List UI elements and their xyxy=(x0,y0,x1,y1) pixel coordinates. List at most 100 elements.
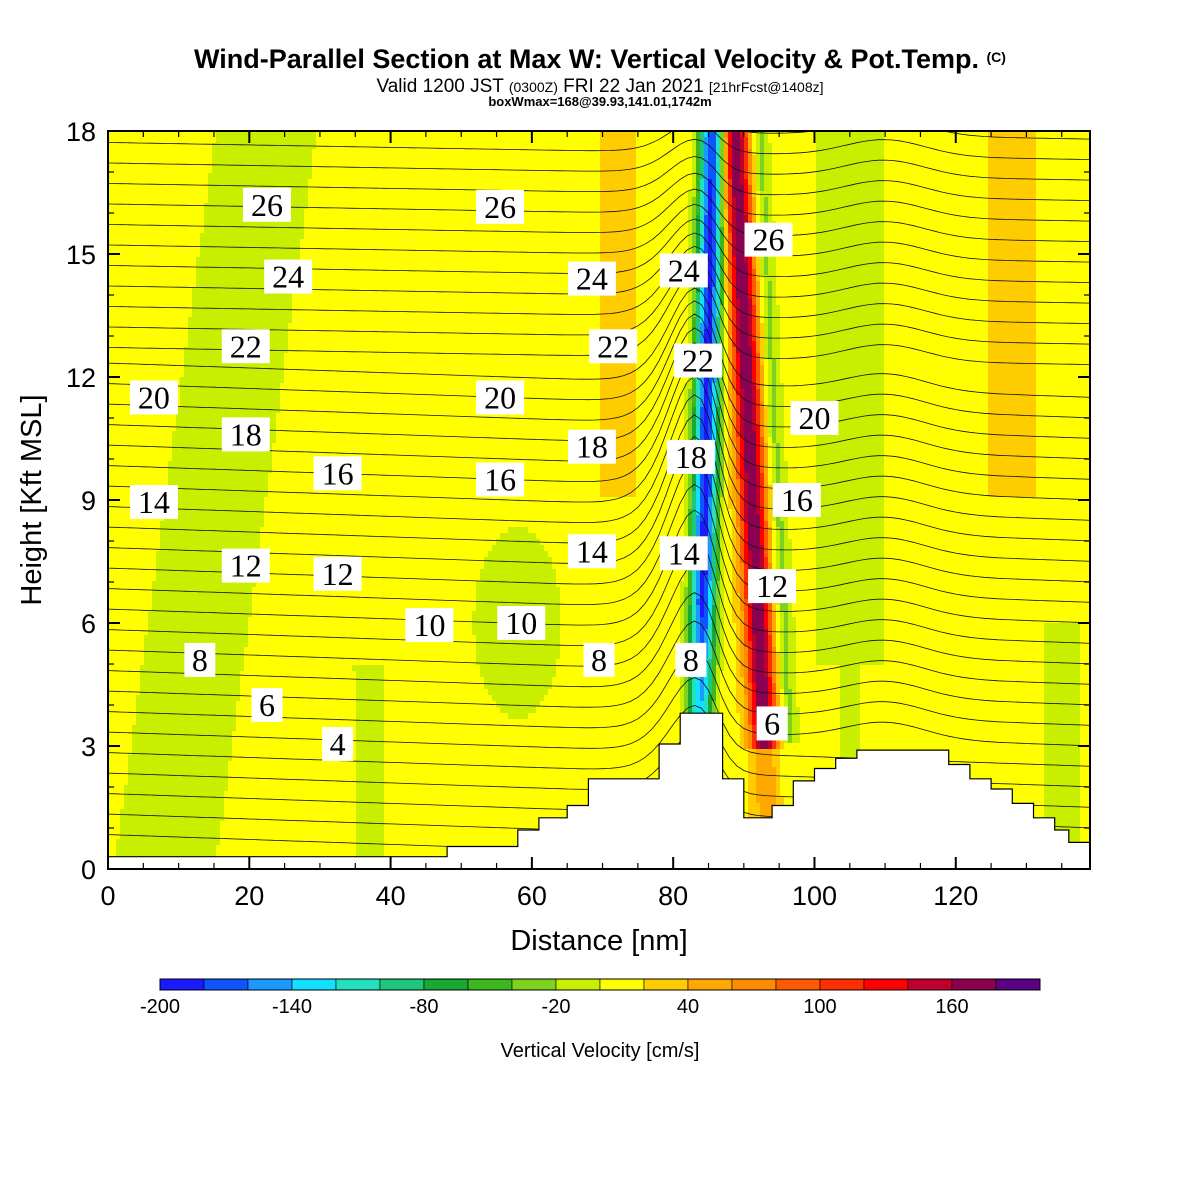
velocity-cell xyxy=(612,209,617,216)
velocity-cell xyxy=(916,209,921,216)
velocity-cell xyxy=(180,215,185,222)
velocity-cell xyxy=(932,203,937,210)
velocity-cell xyxy=(1056,221,1061,228)
velocity-cell xyxy=(1032,197,1037,204)
velocity-cell xyxy=(952,137,957,144)
velocity-cell xyxy=(580,197,585,204)
velocity-cell xyxy=(672,203,677,210)
velocity-cell xyxy=(832,227,837,234)
velocity-cell xyxy=(232,155,237,162)
velocity-cell xyxy=(980,245,985,252)
velocity-cell xyxy=(136,203,141,210)
velocity-cell xyxy=(140,245,145,252)
velocity-cell xyxy=(148,167,153,174)
velocity-cell xyxy=(360,221,365,228)
velocity-cell xyxy=(684,209,689,216)
velocity-cell xyxy=(160,137,165,144)
velocity-cell xyxy=(312,227,317,234)
velocity-cell xyxy=(820,233,825,240)
velocity-cell xyxy=(496,161,501,168)
velocity-cell xyxy=(116,185,121,192)
velocity-cell xyxy=(108,209,113,216)
velocity-cell xyxy=(720,191,725,198)
velocity-cell xyxy=(196,191,201,198)
velocity-cell xyxy=(824,131,829,138)
velocity-cell xyxy=(204,149,209,156)
velocity-cell xyxy=(132,137,137,144)
velocity-cell xyxy=(608,131,613,138)
velocity-cell xyxy=(956,155,961,162)
velocity-cell xyxy=(556,215,561,222)
velocity-cell xyxy=(556,179,561,186)
velocity-cell xyxy=(664,215,669,222)
velocity-cell xyxy=(660,239,665,246)
velocity-cell xyxy=(764,149,769,156)
velocity-cell xyxy=(392,239,397,246)
velocity-cell xyxy=(368,197,373,204)
velocity-cell xyxy=(1008,185,1013,192)
velocity-cell xyxy=(596,185,601,192)
velocity-cell xyxy=(692,143,697,150)
velocity-cell xyxy=(592,245,597,252)
velocity-cell xyxy=(548,143,553,150)
velocity-cell xyxy=(128,215,133,222)
velocity-cell xyxy=(404,197,409,204)
velocity-cell xyxy=(308,167,313,174)
velocity-cell xyxy=(760,167,765,174)
velocity-cell xyxy=(1064,191,1069,198)
velocity-cell xyxy=(644,167,649,174)
velocity-cell xyxy=(820,173,825,180)
velocity-cell xyxy=(284,173,289,180)
velocity-cell xyxy=(584,245,589,252)
velocity-cell xyxy=(1024,215,1029,222)
velocity-cell xyxy=(1084,221,1089,228)
velocity-cell xyxy=(976,143,981,150)
velocity-cell xyxy=(548,209,553,216)
velocity-cell xyxy=(560,239,565,246)
velocity-cell xyxy=(156,197,161,204)
velocity-cell xyxy=(948,191,953,198)
velocity-cell xyxy=(628,209,633,216)
velocity-cell xyxy=(552,173,557,180)
velocity-cell xyxy=(764,167,769,174)
velocity-cell xyxy=(528,197,533,204)
velocity-cell xyxy=(320,179,325,186)
velocity-cell xyxy=(664,221,669,228)
velocity-cell xyxy=(420,179,425,186)
velocity-cell xyxy=(468,191,473,198)
velocity-cell xyxy=(712,215,717,222)
velocity-cell xyxy=(380,173,385,180)
velocity-cell xyxy=(848,239,853,246)
velocity-cell xyxy=(1052,167,1057,174)
velocity-cell xyxy=(576,173,581,180)
velocity-cell xyxy=(948,155,953,162)
velocity-cell xyxy=(668,221,673,228)
velocity-cell xyxy=(604,137,609,144)
velocity-cell xyxy=(360,149,365,156)
velocity-cell xyxy=(596,245,601,252)
velocity-cell xyxy=(996,209,1001,216)
velocity-cell xyxy=(280,155,285,162)
velocity-cell xyxy=(724,233,729,240)
velocity-cell xyxy=(284,179,289,186)
velocity-cell xyxy=(360,155,365,162)
velocity-cell xyxy=(916,143,921,150)
velocity-cell xyxy=(200,179,205,186)
velocity-cell xyxy=(472,245,477,252)
velocity-cell xyxy=(172,173,177,180)
velocity-cell xyxy=(568,155,573,162)
velocity-cell xyxy=(368,203,373,210)
velocity-cell xyxy=(564,215,569,222)
velocity-cell xyxy=(868,179,873,186)
velocity-cell xyxy=(900,143,905,150)
velocity-cell xyxy=(724,149,729,156)
velocity-cell xyxy=(176,239,181,246)
velocity-cell xyxy=(676,239,681,246)
velocity-cell xyxy=(988,245,993,252)
velocity-cell xyxy=(472,227,477,234)
velocity-cell xyxy=(684,131,689,138)
velocity-cell xyxy=(792,131,797,138)
velocity-cell xyxy=(1040,227,1045,234)
velocity-cell xyxy=(464,155,469,162)
